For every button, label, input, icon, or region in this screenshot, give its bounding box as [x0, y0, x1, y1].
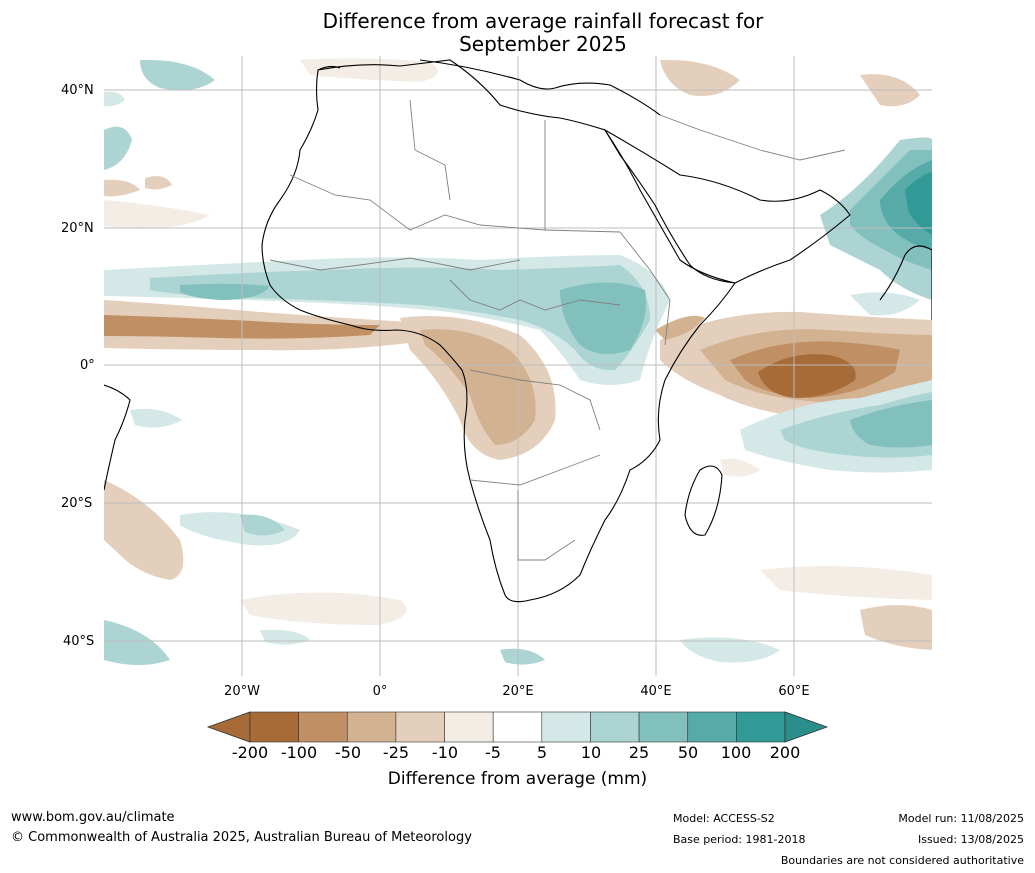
- dry-southern-ocean: [860, 605, 932, 650]
- wet-atlantic-nw-2: [140, 59, 215, 91]
- madagascar-coastline: [684, 465, 723, 536]
- wet-indian-south-core: [850, 400, 932, 448]
- dry-middle-east: [660, 59, 740, 96]
- colorbar-title: Difference from average (mm): [387, 769, 648, 789]
- border-sahara-1: [289, 174, 546, 231]
- border-sahara-2: [409, 99, 451, 201]
- colorbar-tick: 25: [628, 743, 650, 762]
- colorbar-extend-high: [784, 711, 829, 743]
- lat-label-20n: 20°N: [61, 221, 94, 236]
- lon-label-40e: 40°E: [640, 684, 672, 699]
- footer-website[interactable]: www.bom.gov.au/climate: [11, 810, 175, 825]
- border-west-africa: [269, 257, 521, 271]
- lon-label-60e: 60°E: [778, 684, 810, 699]
- footer-model-run: Model run: 11/08/2025: [898, 812, 1024, 825]
- lon-label-20e: 20°E: [502, 684, 534, 699]
- dry-southern-ocean-light: [760, 566, 932, 600]
- europe-coastline: [317, 59, 661, 116]
- wet-atlantic-nw-1: [104, 126, 132, 170]
- border-south-2: [517, 490, 576, 561]
- country-borders: [269, 99, 846, 561]
- wet-sahel-core-west: [180, 283, 270, 300]
- colorbar-cell: [249, 711, 299, 743]
- colorbar-cells: [249, 711, 786, 743]
- dry-north-atlantic-a: [104, 179, 140, 197]
- dry-east-africa: [655, 315, 705, 340]
- colorbar-cell: [638, 711, 689, 743]
- border-central: [449, 279, 621, 311]
- border-south-1: [469, 454, 601, 486]
- colorbar-tick: 200: [769, 743, 801, 762]
- colorbar-tick: -50: [334, 743, 362, 762]
- lat-label-40n: 40°N: [61, 83, 94, 98]
- lon-label-20w: 20°W: [224, 684, 260, 699]
- wet-atlantic-nw-3: [104, 91, 125, 107]
- colorbar-cell: [298, 711, 348, 743]
- colorbar: [206, 711, 829, 743]
- south-america-coastline: [104, 384, 131, 491]
- border-congo: [469, 369, 601, 431]
- dry-mediterranean: [300, 58, 438, 82]
- wet-gulf-of-aden: [850, 292, 920, 316]
- colorbar-cell: [736, 711, 786, 743]
- colorbar-extend-low: [206, 711, 251, 743]
- lat-label-20s: 20°S: [61, 496, 93, 511]
- dry-north-atlantic-b: [145, 176, 172, 190]
- dry-south-light-1: [240, 592, 407, 625]
- dry-congo-inner: [420, 329, 536, 445]
- footer-disclaimer: Boundaries are not considered authoritat…: [780, 854, 1024, 867]
- chart-title-line-1: Difference from average rainfall forecas…: [322, 9, 764, 33]
- border-middle-east: [659, 114, 846, 161]
- dry-south-light-2: [104, 200, 210, 229]
- india-coastline: [879, 245, 932, 320]
- colorbar-cell: [492, 711, 543, 743]
- colorbar-cell: [590, 711, 640, 743]
- colorbar-tick: -25: [382, 743, 410, 762]
- footer-base-period: Base period: 1981-2018: [673, 833, 806, 846]
- colorbar-tick: -200: [231, 743, 269, 762]
- lat-label-40s: 40°S: [63, 634, 95, 649]
- colorbar-tick: -10: [431, 743, 459, 762]
- wet-indian-north-deep: [905, 172, 932, 235]
- chart-title-line-2: September 2025: [459, 32, 627, 56]
- map-panel: [104, 56, 932, 676]
- border-sahara-3: [544, 120, 621, 233]
- border-east: [619, 231, 671, 346]
- colorbar-cell: [395, 711, 445, 743]
- dry-south-atlantic: [104, 480, 184, 580]
- coastlines: [104, 59, 932, 603]
- colorbar-tick: 50: [677, 743, 699, 762]
- lat-label-equator: 0°: [80, 358, 95, 373]
- wet-south-small: [500, 648, 545, 665]
- dry-anomaly-layer: [104, 58, 932, 650]
- footer-copyright: © Commonwealth of Australia 2025, Austra…: [11, 830, 472, 845]
- footer-issued: Issued: 13/08/2025: [917, 833, 1024, 846]
- colorbar-cell: [687, 711, 737, 743]
- wet-atlantic-south-2: [240, 514, 285, 536]
- colorbar-tick: 5: [536, 743, 548, 762]
- arabian-peninsula-coastline: [603, 128, 851, 284]
- colorbar-tick: -5: [485, 743, 501, 762]
- colorbar-tick: 100: [720, 743, 752, 762]
- colorbar-tick: 10: [580, 743, 602, 762]
- colorbar-cell: [346, 711, 397, 743]
- colorbar-tick: -100: [280, 743, 318, 762]
- colorbar-cell: [444, 711, 494, 743]
- wet-atlantic-sw: [104, 620, 170, 665]
- wet-south-indian-small: [680, 637, 780, 663]
- dry-mozambique-channel: [720, 458, 760, 477]
- colorbar-cell: [541, 711, 591, 743]
- footer-model: Model: ACCESS-S2: [673, 812, 775, 825]
- wet-atlantic-south-3: [130, 408, 182, 428]
- lon-label-0: 0°: [372, 684, 388, 699]
